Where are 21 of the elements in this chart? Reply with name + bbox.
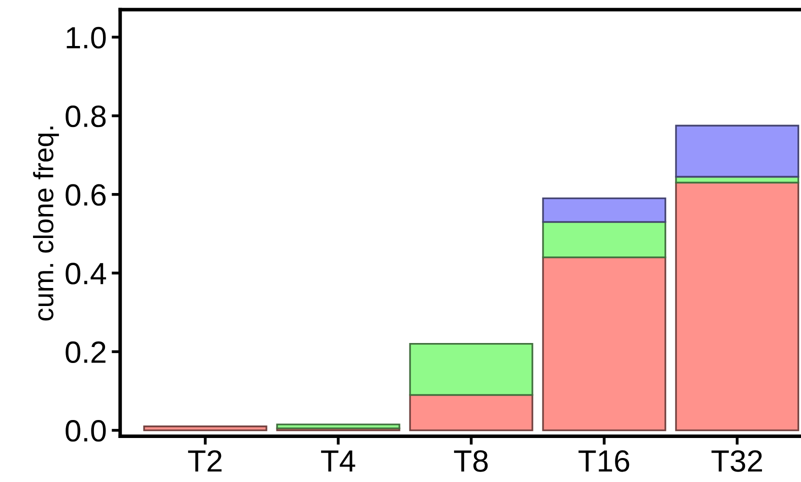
bar: [542, 221, 666, 258]
y-tick-label: 0.6: [66, 184, 106, 206]
bar: [542, 198, 666, 223]
bar: [675, 182, 800, 432]
y-tick-label: 0.2: [66, 341, 106, 364]
y-tick-label: 0.4: [66, 262, 106, 284]
x-tick-label: T2: [188, 450, 222, 472]
bar: [542, 256, 666, 432]
x-tick-label: T16: [578, 450, 630, 472]
y-tick-label: 0.8: [66, 106, 106, 128]
x-tick-label: T32: [712, 450, 762, 472]
x-tick-label: T4: [321, 450, 356, 472]
bar: [409, 394, 534, 432]
y-tick-label: 0.0: [66, 420, 106, 442]
x-tick-label: T8: [454, 450, 488, 472]
bar: [276, 424, 400, 430]
y-tick-label: 1.0: [66, 26, 106, 49]
bar: [143, 426, 268, 432]
bar: [409, 342, 534, 396]
bar: [675, 124, 800, 178]
y-axis-title: cum. clone freq.: [33, 126, 59, 321]
